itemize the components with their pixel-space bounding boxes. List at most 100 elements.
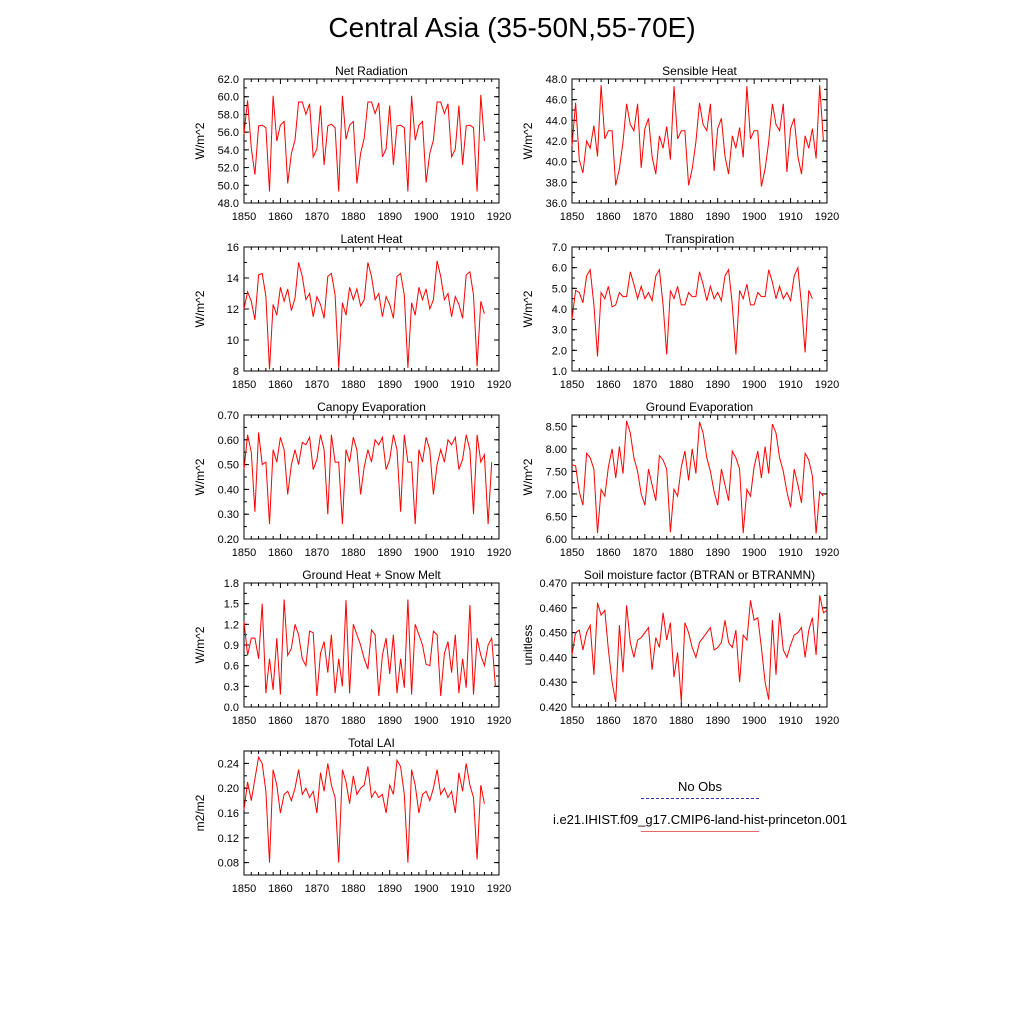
x-tick-label: 1910 [450, 715, 474, 727]
chart-panel-7: Ground Heat + Snow Melt W/m^2 1850 1860 1870… [193, 568, 511, 727]
x-tick-label: 1910 [450, 883, 474, 895]
x-tick-label: 1890 [377, 715, 401, 727]
x-tick-label: 1880 [341, 547, 365, 559]
y-tick-label: 0.430 [539, 677, 567, 689]
x-tick-label: 1910 [778, 379, 802, 391]
x-tick-label: 1920 [487, 883, 511, 895]
y-tick-label: 0.12 [218, 833, 239, 845]
y-tick-label: 0.08 [218, 858, 239, 870]
y-tick-label: 36.0 [546, 198, 567, 210]
x-tick-label: 1890 [705, 379, 729, 391]
y-tick-label: 58.0 [218, 109, 239, 121]
x-tick-label: 1860 [596, 211, 620, 223]
chart-panel-8: Soil moisture factor (BTRAN or BTRANMN) u… [521, 568, 839, 727]
x-tick-label: 1920 [815, 211, 839, 223]
x-tick-label: 1890 [705, 211, 729, 223]
x-tick-label: 1900 [414, 715, 438, 727]
legend-label-obs: No Obs [677, 779, 723, 794]
panel-title: Ground Heat + Snow Melt [302, 568, 441, 582]
panel-title: Sensible Heat [662, 64, 737, 78]
plot-frame [571, 246, 828, 372]
y-tick-label: 12 [227, 304, 239, 316]
series-line [243, 432, 493, 525]
plot-frame [571, 582, 828, 708]
x-tick-label: 1860 [596, 379, 620, 391]
x-tick-label: 1910 [778, 715, 802, 727]
y-tick-label: 0.6 [224, 661, 239, 673]
x-tick-label: 1920 [487, 379, 511, 391]
x-tick-label: 1860 [268, 211, 292, 223]
y-tick-label: 52.0 [218, 163, 239, 175]
x-tick-label: 1870 [633, 379, 657, 391]
x-tick-label: 1880 [669, 547, 693, 559]
x-tick-label: 1920 [487, 547, 511, 559]
x-tick-label: 1920 [815, 715, 839, 727]
x-tick-label: 1920 [487, 715, 511, 727]
y-tick-label: 4.0 [552, 304, 567, 316]
x-tick-label: 1870 [633, 547, 657, 559]
x-tick-label: 1890 [377, 883, 401, 895]
plot-frame [243, 414, 500, 540]
y-axis-label: W/m^2 [193, 626, 207, 663]
x-tick-label: 1850 [560, 547, 584, 559]
y-tick-label: 2.0 [552, 345, 567, 357]
panel-title: Transpiration [665, 232, 735, 246]
y-tick-label: 48.0 [546, 74, 567, 86]
x-tick-label: 1890 [377, 211, 401, 223]
legend: No Obs i.e21.IHIST.f09_g17.CMIP6-land-hi… [520, 778, 880, 844]
y-tick-label: 42.0 [546, 136, 567, 148]
x-tick-label: 1920 [815, 379, 839, 391]
y-tick-label: 0.24 [218, 758, 239, 770]
y-tick-label: 48.0 [218, 198, 239, 210]
x-tick-label: 1900 [742, 379, 766, 391]
x-tick-label: 1850 [560, 715, 584, 727]
series-line [571, 595, 828, 703]
y-tick-label: 5.0 [552, 283, 567, 295]
x-tick-label: 1850 [232, 715, 256, 727]
y-tick-label: 6.00 [546, 534, 567, 546]
x-tick-label: 1880 [341, 715, 365, 727]
chart-panel-6: Ground Evaporation W/m^2 1850 1860 1870 1880 1… [521, 400, 839, 559]
x-tick-label: 1880 [669, 211, 693, 223]
y-axis-label: W/m^2 [521, 122, 535, 159]
y-tick-label: 46.0 [546, 95, 567, 107]
panel-title: Canopy Evaporation [317, 400, 426, 414]
x-tick-label: 1850 [560, 211, 584, 223]
x-tick-label: 1920 [487, 211, 511, 223]
series-line [571, 85, 824, 187]
x-tick-label: 1910 [450, 379, 474, 391]
y-tick-label: 10 [227, 335, 239, 347]
plot-frame [243, 246, 500, 372]
series-line [571, 265, 813, 357]
x-tick-label: 1880 [341, 379, 365, 391]
y-tick-label: 8.50 [546, 421, 567, 433]
y-tick-label: 6.50 [546, 511, 567, 523]
y-tick-label: 0.20 [218, 534, 239, 546]
legend-swatch-model [641, 831, 759, 832]
x-tick-label: 1870 [305, 883, 329, 895]
y-axis-label: W/m^2 [193, 122, 207, 159]
series-line [243, 94, 485, 192]
panel-title: Latent Heat [340, 232, 403, 246]
x-tick-label: 1880 [669, 379, 693, 391]
x-tick-label: 1870 [305, 211, 329, 223]
x-tick-label: 1850 [232, 211, 256, 223]
series-line [243, 755, 485, 863]
x-tick-label: 1880 [669, 715, 693, 727]
y-tick-label: 56.0 [218, 127, 239, 139]
x-tick-label: 1910 [778, 547, 802, 559]
x-tick-label: 1880 [341, 211, 365, 223]
y-tick-label: 7.50 [546, 466, 567, 478]
y-tick-label: 40.0 [546, 157, 567, 169]
x-tick-label: 1860 [268, 379, 292, 391]
y-tick-label: 1.0 [552, 366, 567, 378]
x-tick-label: 1850 [232, 883, 256, 895]
chart-panel-1: Net Radiation W/m^2 1850 1860 1870 1880 1890 19… [193, 64, 511, 223]
y-tick-label: 0.9 [224, 640, 239, 652]
x-tick-label: 1890 [705, 715, 729, 727]
y-tick-label: 0.60 [218, 435, 239, 447]
x-tick-label: 1900 [414, 883, 438, 895]
y-tick-label: 62.0 [218, 74, 239, 86]
plot-frame [571, 414, 828, 540]
